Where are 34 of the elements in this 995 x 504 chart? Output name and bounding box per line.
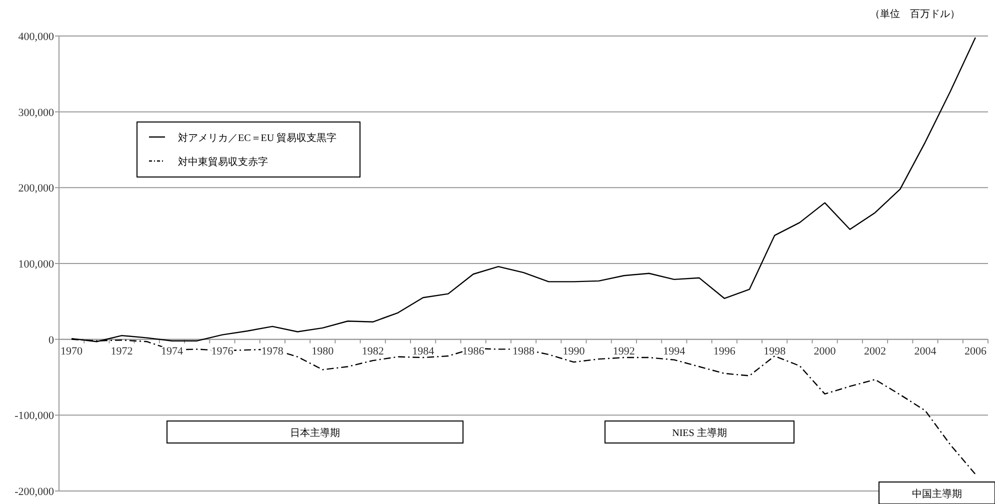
legend-label: 対中東貿易収支赤字 (178, 156, 268, 168)
y-tick-label: 400,000 (18, 31, 54, 43)
x-tick-label: 2006 (964, 345, 987, 358)
legend-label: 対アメリカ／EC＝EU 貿易収支黒字 (178, 132, 337, 144)
y-tick-label: 100,000 (18, 258, 54, 270)
annotation: 中国主導期 (878, 482, 995, 504)
x-tick-label: 2004 (914, 345, 937, 358)
annotation: NIES 主導期 (604, 420, 794, 444)
x-tick-label: 1980 (312, 345, 334, 358)
x-tick-label: 1976 (211, 345, 234, 358)
annotation: 中国主導期 (912, 488, 962, 500)
x-tick-label: 1986 (462, 345, 485, 358)
annotation: NIES 主導期 (672, 427, 727, 439)
x-tick-label: 1974 (160, 345, 184, 358)
x-tick-label: 1996 (713, 345, 736, 358)
x-tick-label: 1990 (562, 345, 586, 358)
y-tick-label: 300,000 (18, 106, 54, 119)
annotation: 日本主導期 (166, 420, 464, 444)
y-tick-label: 0 (48, 334, 54, 346)
x-tick-label: 1998 (764, 345, 786, 358)
x-tick-label: 1992 (612, 345, 635, 358)
y-tick-label: 200,000 (18, 182, 54, 195)
x-tick-label: 2000 (814, 345, 836, 358)
x-tick-label: 1994 (663, 345, 686, 358)
x-tick-label: 1970 (60, 345, 84, 358)
y-tick-label: -100,000 (14, 410, 54, 422)
y-tick-label: -200,000 (14, 486, 54, 498)
text: （単位 百万ドル） (870, 8, 960, 20)
x-tick-label: 1982 (362, 345, 384, 358)
x-tick-label: 1978 (261, 345, 284, 358)
x-tick-label: 2002 (864, 345, 886, 358)
annotation: 日本主導期 (290, 427, 340, 439)
x-tick-label: 1984 (412, 345, 435, 358)
x-tick-label: 1972 (110, 345, 133, 358)
